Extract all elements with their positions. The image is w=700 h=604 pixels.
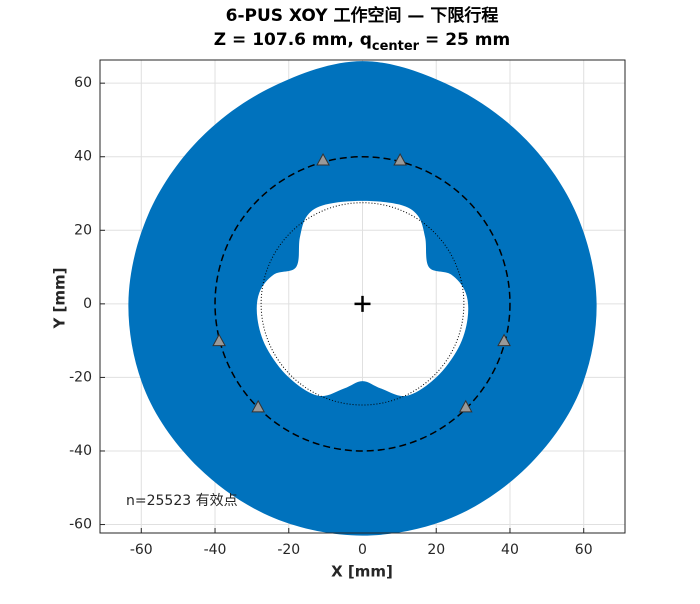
subtitle-rest: = 25 mm xyxy=(419,30,510,50)
reference-circle xyxy=(214,155,511,452)
joint-marker xyxy=(393,152,407,166)
x-tick-label: 0 xyxy=(358,542,367,558)
x-tick-label: 20 xyxy=(427,542,445,558)
y-tick-label: 60 xyxy=(74,75,92,91)
y-tick-label: -20 xyxy=(69,369,92,385)
y-tick-label: -40 xyxy=(69,443,92,459)
x-tick-label: 40 xyxy=(501,542,519,558)
annotation: n=25523 有效点 xyxy=(126,493,238,509)
y-tick-label: 20 xyxy=(74,222,92,238)
joint-marker xyxy=(458,399,473,413)
axes-box xyxy=(99,59,626,534)
subtitle-sub: center xyxy=(372,39,420,54)
joint-marker xyxy=(497,333,511,347)
y-tick-label: 0 xyxy=(83,296,92,312)
joint-marker xyxy=(316,152,330,166)
x-axis-label: X [mm] xyxy=(331,563,393,581)
y-tick-label: -60 xyxy=(69,517,92,533)
chart-subtitle: Z = 107.6 mm, qcenter = 25 mm xyxy=(214,30,510,54)
center-marker xyxy=(354,295,371,312)
x-tick-label: -40 xyxy=(204,542,227,558)
x-tick-label: -60 xyxy=(130,542,153,558)
y-tick-label: 40 xyxy=(74,149,92,165)
reference-circle xyxy=(260,202,465,406)
joint-marker xyxy=(212,333,226,347)
subtitle-main: Z = 107.6 mm, q xyxy=(214,30,372,50)
x-tick-label: -20 xyxy=(277,542,300,558)
y-axis-label: Y [mm] xyxy=(51,267,69,329)
joint-marker xyxy=(251,399,266,413)
workspace-region xyxy=(128,61,597,536)
chart-title: 6-PUS XOY 工作空间 — 下限行程 xyxy=(226,5,499,26)
x-tick-label: 60 xyxy=(575,542,593,558)
